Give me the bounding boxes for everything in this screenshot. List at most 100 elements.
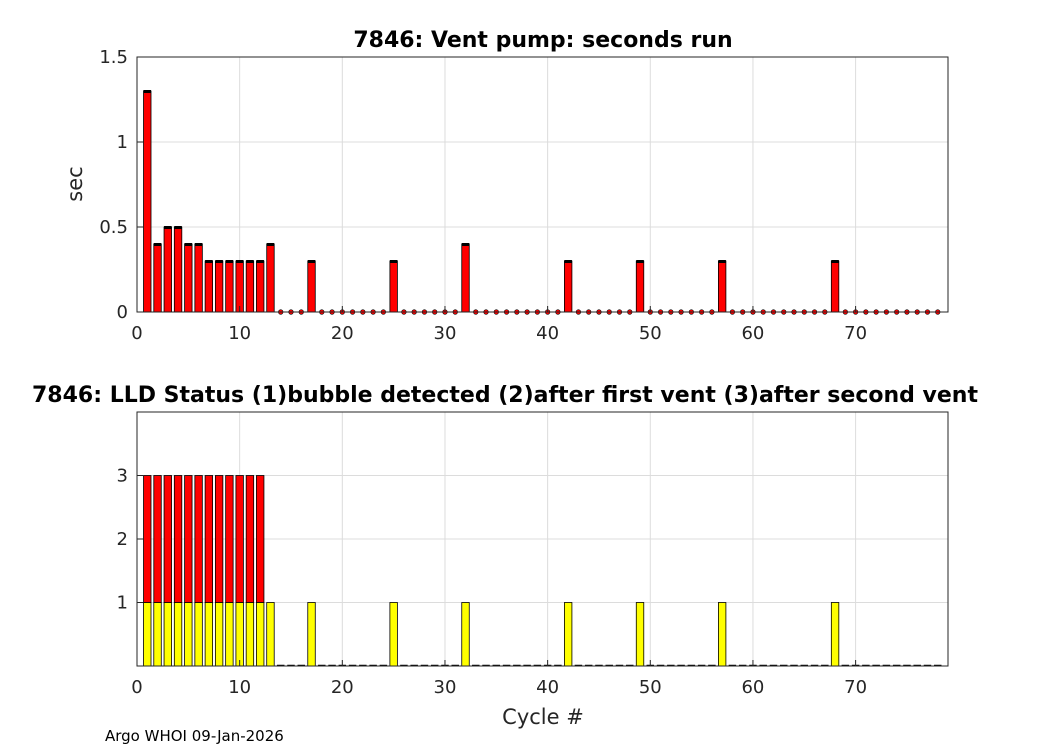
vent-bar-cap (266, 243, 275, 246)
lld-bar-level1 (143, 602, 152, 667)
lld-bar-upper (184, 475, 193, 603)
x-tick-label: 20 (331, 323, 354, 344)
lld-bar-level1 (389, 602, 398, 667)
vent-bar (235, 260, 244, 313)
y-tick-label: 0.5 (99, 217, 128, 238)
x-tick-label: 50 (639, 323, 662, 344)
y-tick-label: 0 (117, 302, 128, 323)
top-x-ticks: 0 10 20 30 40 50 60 70 (131, 306, 867, 344)
y-tick-label: 1.5 (99, 47, 128, 68)
lld-bar-upper (194, 475, 203, 603)
y-tick-label: 1 (117, 132, 128, 153)
x-tick-label: 0 (131, 677, 142, 698)
bottom-chart-title: 7846: LLD Status (1)bubble detected (2)a… (32, 383, 978, 408)
lld-bar-upper (153, 475, 162, 603)
lld-bar-level1 (307, 602, 316, 667)
top-axes-frame (136, 56, 949, 313)
vent-bar (718, 260, 727, 313)
x-tick-label: 40 (536, 323, 559, 344)
bottom-bars (143, 475, 942, 667)
x-tick-label: 30 (434, 677, 457, 698)
vent-bar-cap (143, 90, 152, 93)
x-tick-label: 50 (639, 677, 662, 698)
lld-bar-level1 (153, 602, 162, 667)
lld-bar-level1 (204, 602, 214, 667)
lld-bar-upper (173, 475, 183, 603)
top-bars (143, 90, 941, 315)
vent-bar-cap (215, 260, 223, 263)
vent-bar (173, 226, 183, 313)
vent-bar (564, 260, 573, 313)
y-tick-label: 2 (117, 529, 128, 550)
vent-bar (225, 260, 234, 313)
x-tick-label: 10 (228, 323, 251, 344)
vent-bar (461, 243, 470, 313)
lld-bar-upper (256, 475, 265, 603)
x-tick-label: 70 (844, 677, 867, 698)
vent-bar (307, 260, 316, 313)
vent-bar-cap (174, 226, 182, 229)
top-chart-title: 7846: Vent pump: seconds run (353, 28, 732, 53)
top-y-ticks: 0 0.5 1 1.5 (99, 47, 143, 323)
lld-bar-upper (235, 475, 244, 603)
lld-bar-level1 (256, 602, 265, 667)
vent-bar (256, 260, 265, 313)
vent-bar-cap (831, 260, 839, 263)
vent-bar-cap (164, 226, 172, 229)
vent-bar-cap (564, 260, 572, 263)
vent-bar-cap (389, 260, 398, 263)
bottom-y-ticks: 1 2 3 (117, 466, 143, 614)
vent-bar-cap (184, 243, 193, 246)
y-tick-label: 3 (117, 466, 128, 487)
lld-bar-level1 (235, 602, 244, 667)
lld-bar-level1 (266, 602, 275, 667)
bottom-x-axis-label: Cycle # (502, 705, 584, 729)
vent-bar-cap (256, 260, 264, 263)
x-tick-label: 40 (536, 677, 559, 698)
vent-bar-cap (307, 260, 316, 263)
x-tick-label: 60 (741, 677, 764, 698)
vent-bar-cap (636, 260, 644, 263)
vent-bar (389, 260, 398, 313)
lld-bar-level1 (718, 602, 727, 667)
footer-credit: Argo WHOI 09-Jan-2026 (105, 727, 284, 745)
lld-bar-level1 (564, 602, 573, 667)
vent-bar (245, 260, 255, 313)
lld-bar-upper (143, 475, 152, 603)
vent-bar (184, 243, 193, 313)
vent-bar (143, 90, 152, 313)
vent-bar-cap (246, 260, 254, 263)
vent-bar (153, 243, 162, 313)
lld-bar-level1 (225, 602, 234, 667)
x-tick-label: 10 (228, 677, 251, 698)
lld-bar-upper (225, 475, 234, 603)
lld-bar-level1 (173, 602, 183, 667)
x-tick-label: 0 (131, 323, 142, 344)
vent-bar (214, 260, 224, 313)
vent-bar (830, 260, 840, 313)
vent-bar (204, 260, 214, 313)
x-tick-label: 60 (741, 323, 764, 344)
x-tick-label: 20 (331, 677, 354, 698)
vent-bar-cap (205, 260, 213, 263)
vent-bar-cap (194, 243, 203, 246)
lld-status-chart: 0 10 20 30 40 50 60 70 1 2 3 7846: LLD Status (1)… (32, 383, 978, 729)
vent-bar-cap (153, 243, 162, 246)
lld-bar-level1 (194, 602, 203, 667)
lld-bar-upper (163, 475, 172, 603)
x-tick-label: 70 (844, 323, 867, 344)
vent-bar-cap (718, 260, 726, 263)
vent-bar-cap (225, 260, 234, 263)
top-y-axis-label: sec (63, 166, 87, 201)
lld-bar-level1 (830, 602, 840, 667)
lld-bar-level1 (461, 602, 470, 667)
vent-bar (194, 243, 203, 313)
x-tick-label: 30 (434, 323, 457, 344)
lld-bar-upper (204, 475, 214, 603)
vent-pump-chart: 0 10 20 30 40 50 60 70 0 0.5 1 1.5 7846: Vent pump… (63, 28, 949, 344)
lld-bar-upper (245, 475, 255, 603)
lld-bar-level1 (214, 602, 224, 667)
vent-bar-cap (235, 260, 244, 263)
vent-bar (635, 260, 645, 313)
